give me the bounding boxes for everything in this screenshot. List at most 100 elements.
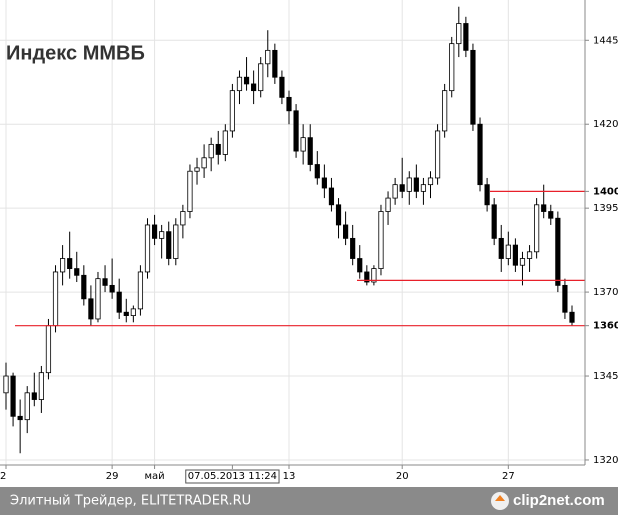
candle-body	[434, 130, 441, 179]
candle-body	[166, 231, 172, 259]
y-tick-label: 1345	[593, 371, 618, 382]
candle-body	[512, 244, 518, 266]
candle-body	[215, 143, 221, 155]
candle-body	[67, 258, 73, 269]
candle-body	[272, 49, 278, 78]
x-tick-label: 20	[396, 471, 409, 482]
candle-body	[427, 177, 434, 186]
candle-body	[180, 211, 186, 226]
footer-source: Элитный Трейдер, ELITETRADER.RU	[10, 494, 251, 509]
x-tick-label: 2	[0, 471, 6, 482]
candle-body	[151, 224, 158, 239]
candle-body	[265, 49, 271, 65]
logo-arrow	[495, 495, 505, 501]
candle-body	[364, 271, 370, 283]
candle-body	[279, 76, 285, 98]
candle-body	[413, 177, 419, 192]
candle-body	[52, 271, 59, 327]
candle-body	[17, 415, 23, 421]
candle-body	[251, 83, 257, 92]
candle-body	[74, 268, 80, 276]
candle-body	[201, 157, 207, 169]
candle-body	[442, 90, 448, 132]
candle-body	[31, 392, 37, 400]
candle-body	[399, 184, 405, 192]
candle-body	[335, 204, 342, 226]
candle-body	[38, 372, 44, 400]
y-tick-label: 1370	[593, 287, 618, 298]
candle-body	[159, 231, 165, 239]
candle-body	[357, 258, 363, 273]
y-tick-label: 1445	[593, 35, 618, 46]
candle-body	[60, 258, 66, 273]
candle-body	[491, 204, 497, 239]
candle-body	[293, 110, 299, 152]
candle-body	[3, 375, 9, 394]
candle-body	[498, 237, 504, 259]
candle-body	[229, 90, 235, 132]
candle-body	[187, 170, 193, 212]
candle-body	[378, 211, 384, 269]
candle-body	[371, 268, 377, 283]
candle-body	[420, 184, 427, 192]
candle-body	[81, 274, 87, 300]
level-tick-box	[590, 184, 618, 199]
level-tick-label: 1360	[593, 321, 618, 332]
candle-body	[328, 187, 335, 206]
candle-body	[449, 43, 455, 92]
candle-body	[526, 251, 533, 259]
candle-body	[222, 130, 228, 155]
candle-body	[286, 96, 292, 112]
candle-body	[236, 76, 243, 92]
candle-body	[477, 123, 483, 186]
candle-body	[173, 224, 179, 259]
footer-logo: clip2net.com	[513, 492, 605, 509]
candle-body	[392, 184, 398, 199]
candle-body	[534, 204, 540, 253]
candle-body	[385, 197, 391, 212]
candle-body	[123, 311, 129, 316]
candle-body	[569, 311, 575, 323]
candle-body	[321, 177, 327, 189]
candle-body	[541, 204, 547, 212]
candle-body	[208, 143, 214, 159]
candle-body	[95, 278, 101, 320]
footer-bar	[0, 487, 618, 515]
plot	[3, 6, 585, 454]
candle-body	[137, 271, 144, 310]
candle-body	[505, 244, 511, 259]
candle-body	[45, 325, 52, 374]
candle-body	[88, 298, 94, 320]
candle-body	[548, 211, 554, 219]
y-tick-label: 1320	[593, 455, 618, 466]
candle-body	[555, 217, 561, 286]
candle-body	[116, 291, 122, 313]
candle-body	[10, 375, 16, 417]
x-tick-label: май	[144, 471, 164, 482]
candle-body	[109, 284, 115, 293]
candle-body	[562, 284, 568, 313]
cursor-label-box	[185, 469, 280, 484]
x-tick-label: 29	[106, 471, 119, 482]
level-tick-box	[590, 318, 618, 333]
chart-title: Индекс ММВБ	[6, 42, 145, 64]
candle-body	[144, 224, 151, 273]
x-tick-label: 07.05.2013 11:24	[188, 471, 277, 482]
candle-body	[406, 177, 412, 192]
candle-body	[350, 237, 356, 259]
candle-body	[102, 278, 108, 286]
y-tick-label: 1420	[593, 119, 618, 130]
candle-body	[456, 23, 462, 45]
candle-body	[258, 63, 264, 92]
x-tick-label: 13	[283, 471, 296, 482]
candle-body	[24, 392, 30, 421]
level-tick-label: 1400	[593, 186, 618, 197]
candle-body	[470, 49, 476, 125]
candle-body	[519, 258, 526, 266]
x-tick-label: 27	[502, 471, 515, 482]
candle-body	[307, 137, 313, 165]
candle-body	[300, 137, 306, 152]
candle-body	[343, 224, 349, 239]
